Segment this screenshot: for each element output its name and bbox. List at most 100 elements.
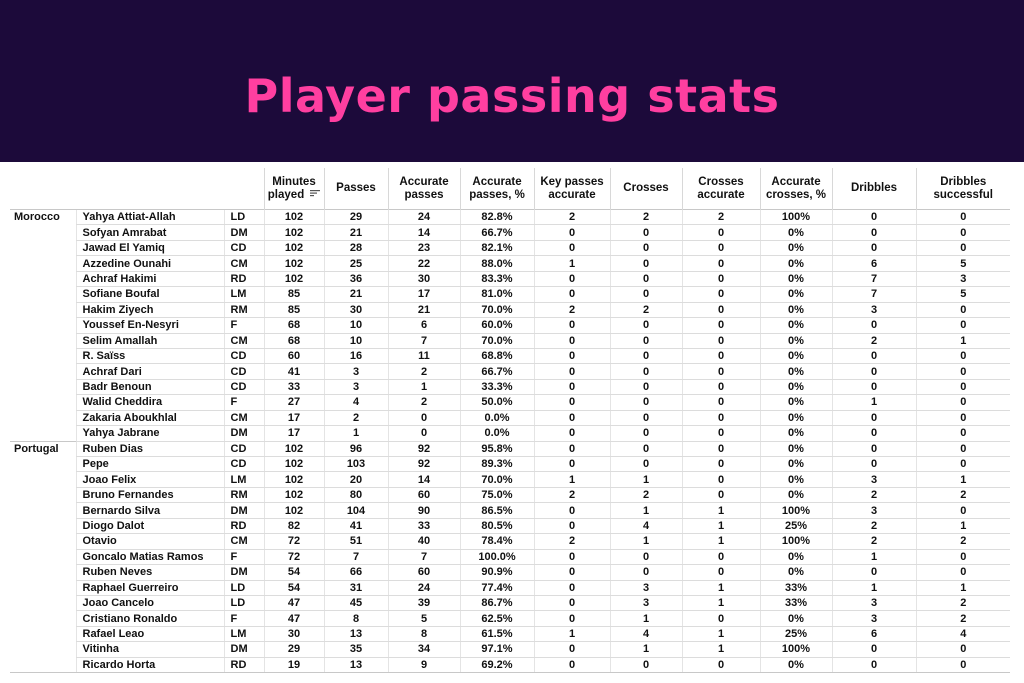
stat-cell: 25 xyxy=(323,255,388,272)
stat-cell: 5 xyxy=(915,255,1010,272)
team-name xyxy=(10,395,76,410)
table-body: Morocco Yahya Attiat-Allah LD 102 29 24 82.8% 2… xyxy=(10,208,1010,674)
stat-cell: 0 xyxy=(609,410,682,427)
player-name: Selim Amallah xyxy=(75,333,224,349)
stat-cell: 85 xyxy=(263,286,324,303)
team-name xyxy=(10,595,76,610)
team-name xyxy=(10,364,76,379)
column-header[interactable]: Crosses accurate xyxy=(681,168,760,210)
stat-cell: 88.0% xyxy=(459,255,534,272)
stat-cell: 0 xyxy=(533,456,610,473)
stat-cell: 0 xyxy=(681,456,760,473)
table-row: Raphael Guerreiro LD 54 31 24 77.4% 0 3 1 33% 1 1 xyxy=(10,580,1010,596)
table-row: Diogo Dalot RD 82 41 33 80.5% 0 4 1 25% 2 1 xyxy=(10,518,1010,535)
stat-cell: 102 xyxy=(263,208,324,226)
team-name xyxy=(10,565,76,580)
team-name xyxy=(10,457,76,472)
stat-cell: 0 xyxy=(609,224,682,241)
stat-cell: 1 xyxy=(609,502,682,519)
player-name: Joao Cancelo xyxy=(75,595,224,612)
stat-cell: 1 xyxy=(681,518,760,535)
stat-cell: 1 xyxy=(533,626,610,643)
stat-cell: 0 xyxy=(533,610,610,627)
stat-cell: 3 xyxy=(831,595,916,612)
stat-cell: 54 xyxy=(263,564,324,581)
stat-cell: 1 xyxy=(915,333,1010,349)
player-position: DM xyxy=(223,641,264,658)
stat-cell: 1 xyxy=(533,471,610,488)
stat-cell: 68 xyxy=(263,333,324,349)
table-row: Vitinha DM 29 35 34 97.1% 0 1 1 100% 0 0 xyxy=(10,641,1010,658)
stat-cell: 3 xyxy=(609,595,682,612)
stat-cell: 13 xyxy=(323,657,388,674)
column-header[interactable]: Passes xyxy=(323,168,388,210)
stat-cell: 7 xyxy=(323,549,388,566)
table-row: Joao Cancelo LD 47 45 39 86.7% 0 3 1 33% 3 2 xyxy=(10,595,1010,612)
column-header[interactable]: Accurate passes, % xyxy=(459,168,534,210)
table-row: Zakaria Aboukhlal CM 17 2 0 0.0% 0 0 0 0% 0 0 xyxy=(10,410,1010,427)
stat-cell: 0 xyxy=(609,271,682,288)
stat-cell: 14 xyxy=(387,224,460,241)
column-header[interactable]: Dribbles xyxy=(831,168,916,210)
column-header[interactable]: Accurate passes xyxy=(387,168,460,210)
player-position: DM xyxy=(223,564,264,581)
team-name xyxy=(10,611,76,626)
stat-cell: 3 xyxy=(831,471,916,488)
stat-cell: 0 xyxy=(533,425,610,442)
stat-cell: 0 xyxy=(915,363,1010,380)
team-name xyxy=(10,318,76,333)
stat-cell: 0 xyxy=(533,348,610,365)
column-header-label: Crosses xyxy=(623,182,669,194)
column-header[interactable]: Crosses xyxy=(609,168,682,210)
stat-cell: 33 xyxy=(387,518,460,535)
stat-cell: 0 xyxy=(681,487,760,504)
table-row: Jawad El Yamiq CD 102 28 23 82.1% 0 0 0 0% 0 0 xyxy=(10,240,1010,257)
stat-cell: 0 xyxy=(915,657,1010,674)
stat-cell: 0 xyxy=(681,379,760,396)
stat-cell: 0 xyxy=(831,317,916,334)
stat-cell: 0 xyxy=(533,657,610,674)
stat-cell: 33% xyxy=(759,595,832,612)
stat-cell: 0% xyxy=(759,425,832,442)
stat-cell: 0 xyxy=(915,317,1010,334)
stat-cell: 0 xyxy=(609,286,682,303)
stat-cell: 92 xyxy=(387,456,460,473)
stat-cell: 66.7% xyxy=(459,224,534,241)
stat-cell: 0 xyxy=(915,394,1010,411)
stat-cell: 2 xyxy=(323,410,388,427)
player-name: Jawad El Yamiq xyxy=(75,240,224,257)
stat-cell: 25% xyxy=(759,626,832,643)
column-header[interactable]: Minutes played xyxy=(263,168,324,210)
table-row: Bernardo Silva DM 102 104 90 86.5% 0 1 1 100% 3 0 xyxy=(10,502,1010,519)
stat-cell: 60.0% xyxy=(459,317,534,334)
player-name: Bernardo Silva xyxy=(75,502,224,519)
column-header-label: Minutes played xyxy=(267,175,316,201)
stat-cell: 2 xyxy=(915,487,1010,504)
stat-cell: 41 xyxy=(323,518,388,535)
player-name: Hakim Ziyech xyxy=(75,302,224,319)
table-row: Badr Benoun CD 33 3 1 33.3% 0 0 0 0% 0 0 xyxy=(10,379,1010,396)
stat-cell: 0 xyxy=(681,610,760,627)
player-position: LD xyxy=(223,208,264,226)
column-header[interactable]: Accurate crosses, % xyxy=(759,168,832,210)
team-name xyxy=(10,410,76,425)
stat-cell: 0 xyxy=(533,440,610,458)
stat-cell: 82 xyxy=(263,518,324,535)
stat-cell: 0 xyxy=(609,657,682,674)
sort-icon[interactable] xyxy=(310,190,321,198)
stat-cell: 102 xyxy=(263,240,324,257)
player-name: Zakaria Aboukhlal xyxy=(75,410,224,427)
stat-cell: 0% xyxy=(759,456,832,473)
team-name xyxy=(10,271,76,286)
player-name: Diogo Dalot xyxy=(75,518,224,535)
table-row: Ruben Neves DM 54 66 60 90.9% 0 0 0 0% 0 0 xyxy=(10,564,1010,581)
stat-cell: 34 xyxy=(387,641,460,658)
stat-cell: 68 xyxy=(263,317,324,334)
stat-cell: 83.3% xyxy=(459,271,534,288)
stat-cell: 0 xyxy=(831,657,916,674)
column-header[interactable]: Key passes accurate xyxy=(533,168,610,210)
column-header[interactable]: Dribbles successful xyxy=(915,168,1010,210)
stat-cell: 60 xyxy=(387,564,460,581)
player-name: Ricardo Horta xyxy=(75,657,224,674)
player-position: RM xyxy=(223,302,264,319)
